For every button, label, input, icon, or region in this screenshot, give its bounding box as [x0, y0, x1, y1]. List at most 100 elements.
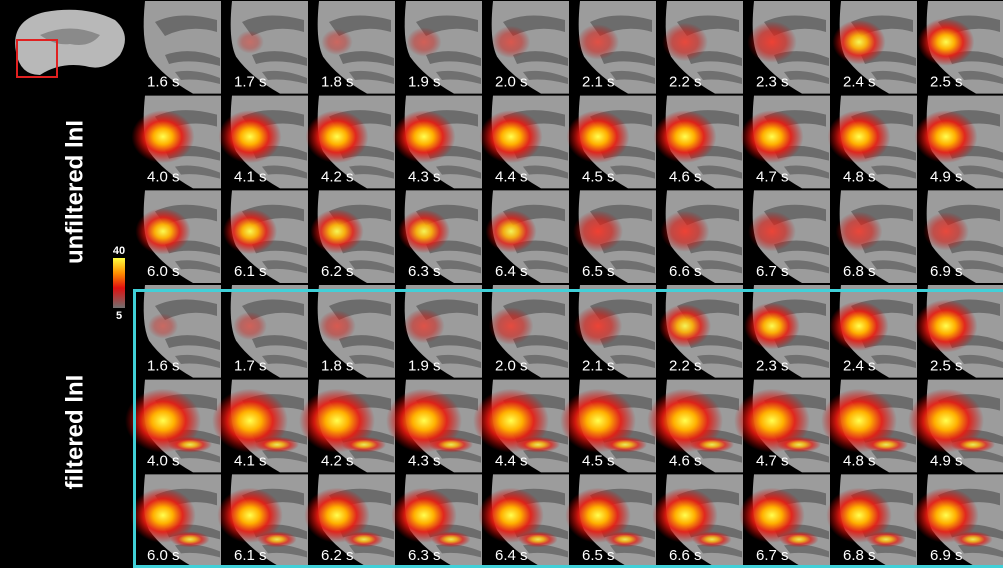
time-label: 6.2 s — [321, 263, 354, 280]
activation — [918, 18, 975, 66]
activation — [864, 437, 908, 453]
activation — [779, 531, 818, 547]
activation — [344, 531, 383, 547]
tile: 2.5 s — [915, 285, 1003, 378]
activation — [342, 437, 386, 453]
tile: 1.7 s — [223, 285, 308, 378]
activation — [747, 21, 796, 63]
tile: 4.8 s — [828, 96, 918, 189]
activation — [516, 437, 560, 453]
time-label: 2.0 s — [495, 74, 528, 91]
tile: 6.0 s — [135, 190, 221, 283]
time-label: 6.9 s — [930, 263, 963, 280]
colorbar — [113, 258, 125, 308]
figure: unfiltered lnI filtered lnI 40 5 1.6 s1.… — [0, 0, 1003, 568]
tile: 4.2 s — [306, 96, 396, 189]
activation — [577, 24, 619, 59]
activation — [132, 110, 195, 163]
tile: 2.4 s — [829, 285, 917, 378]
page: unfiltered lnI filtered lnI 40 5 1.6 s1.… — [0, 0, 1003, 568]
time-label: 4.1 s — [234, 452, 267, 469]
time-label: 4.4 s — [495, 168, 528, 185]
tile: 4.3 s — [393, 96, 483, 189]
time-label: 1.9 s — [408, 74, 441, 91]
tile: 6.5 s — [571, 190, 656, 283]
tile: 4.7 s — [734, 380, 830, 473]
activation — [605, 531, 644, 547]
time-label: 6.8 s — [843, 547, 876, 564]
tile: 1.6 s — [136, 285, 221, 378]
tile: 1.9 s — [397, 1, 482, 94]
tile: 1.8 s — [310, 285, 395, 378]
activation — [836, 212, 883, 251]
time-label: 1.8 s — [321, 358, 354, 375]
time-label: 6.1 s — [234, 547, 267, 564]
activation — [741, 110, 804, 163]
activation — [168, 437, 212, 453]
tile: 4.1 s — [219, 96, 309, 189]
tile: 2.0 s — [484, 285, 569, 378]
activation — [777, 437, 821, 453]
tile: 6.3 s — [391, 474, 482, 567]
time-label: 4.3 s — [408, 452, 441, 469]
tile: 2.1 s — [571, 285, 656, 378]
activation — [603, 437, 647, 453]
time-label: 6.4 s — [495, 547, 528, 564]
activation — [492, 26, 531, 58]
tile: 4.6 s — [654, 96, 744, 189]
time-label: 4.0 s — [147, 168, 180, 185]
tile: 2.2 s — [658, 285, 743, 378]
tile: 2.4 s — [832, 1, 917, 94]
time-label: 1.7 s — [234, 74, 267, 91]
tile: 6.1 s — [217, 474, 308, 567]
tile: 4.0 s — [125, 380, 221, 473]
time-label: 4.7 s — [756, 168, 789, 185]
time-label: 1.7 s — [234, 358, 267, 375]
activation — [318, 310, 356, 341]
activation — [431, 531, 470, 547]
activation — [255, 437, 299, 453]
time-label: 4.6 s — [669, 168, 702, 185]
tile: 6.6 s — [652, 474, 743, 567]
time-label: 4.8 s — [843, 168, 876, 185]
time-label: 2.0 s — [495, 358, 528, 375]
activation — [662, 23, 708, 61]
activation — [654, 110, 717, 163]
time-label: 4.5 s — [582, 168, 615, 185]
tile: 4.9 s — [915, 96, 1003, 189]
time-label: 6.5 s — [582, 263, 615, 280]
tile: 6.1 s — [223, 190, 308, 283]
time-label: 6.9 s — [930, 547, 963, 564]
activation — [832, 20, 885, 65]
activation — [744, 303, 800, 350]
tile: 4.8 s — [821, 380, 917, 473]
activation — [480, 110, 543, 163]
activation — [429, 437, 473, 453]
time-label: 6.0 s — [147, 547, 180, 564]
time-label: 6.7 s — [756, 547, 789, 564]
time-label: 2.5 s — [930, 358, 963, 375]
activation — [829, 301, 888, 351]
activation — [236, 30, 264, 53]
tile: 4.5 s — [560, 380, 656, 473]
activation — [518, 531, 557, 547]
tile: 6.8 s — [826, 474, 917, 567]
time-label: 4.0 s — [147, 452, 180, 469]
tile: 6.7 s — [739, 474, 830, 567]
activation — [690, 437, 734, 453]
activation — [573, 210, 623, 252]
row-label: filtered lnI — [61, 375, 88, 490]
tile: 1.8 s — [310, 1, 395, 94]
activation — [219, 110, 282, 163]
time-label: 1.6 s — [147, 358, 180, 375]
time-label: 1.9 s — [408, 358, 441, 375]
tile: 2.2 s — [658, 1, 743, 94]
tile: 2.3 s — [744, 285, 830, 378]
time-label: 6.6 s — [669, 547, 702, 564]
colorbar-min: 5 — [116, 310, 122, 322]
tile: 4.2 s — [299, 380, 395, 473]
activation — [953, 531, 992, 547]
time-label: 6.6 s — [669, 263, 702, 280]
time-label: 4.7 s — [756, 452, 789, 469]
activation — [923, 212, 969, 250]
